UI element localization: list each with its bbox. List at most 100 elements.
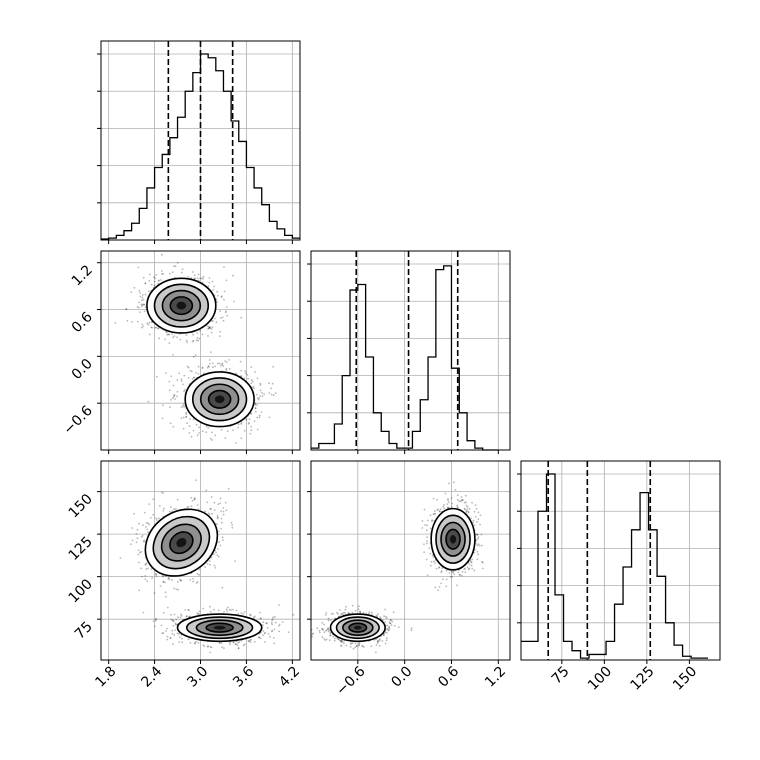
scatter-point (341, 641, 344, 643)
scatter-point (145, 568, 148, 570)
scatter-point (266, 627, 269, 629)
scatter-point (187, 366, 190, 369)
scatter-point (194, 642, 196, 645)
scatter-point (351, 642, 354, 645)
scatter-point (130, 321, 133, 323)
scatter-point (333, 639, 336, 642)
scatter-point (256, 416, 258, 419)
scatter-point (258, 414, 261, 417)
scatter-point (198, 337, 201, 340)
scatter-point (148, 279, 151, 282)
scatter-point (278, 604, 280, 606)
scatter-point (219, 497, 222, 500)
scatter-point (214, 566, 217, 569)
scatter-point (179, 578, 181, 581)
scatter-point (376, 640, 379, 643)
scatter-point (214, 317, 216, 320)
scatter-point (477, 511, 480, 514)
scatter-point (232, 641, 235, 643)
scatter-point (433, 510, 436, 512)
scatter-point (479, 514, 482, 517)
scatter-point (461, 570, 464, 573)
scatter-point (480, 544, 483, 547)
scatter-point (212, 553, 215, 556)
scatter-point (447, 499, 449, 502)
scatter-point (171, 619, 174, 622)
scatter-point (274, 616, 276, 618)
scatter-point (250, 379, 253, 381)
scatter-point (258, 416, 261, 419)
scatter-point (162, 632, 165, 634)
scatter-point (272, 365, 275, 368)
scatter-point (458, 500, 461, 503)
scatter-point (176, 498, 179, 501)
scatter-point (171, 333, 174, 335)
scatter-point (164, 591, 167, 594)
scatter-point (137, 549, 140, 552)
contour-line (169, 296, 194, 316)
scatter-point (155, 326, 158, 329)
scatter-point (155, 575, 158, 577)
scatter-point (206, 563, 209, 565)
scatter-point (204, 510, 207, 513)
scatter-point (165, 595, 167, 598)
scatter-point (357, 608, 360, 611)
scatter-point (170, 618, 173, 621)
scatter-point (211, 431, 213, 434)
scatter-point (242, 613, 244, 615)
scatter-point (244, 370, 247, 373)
scatter-point (451, 576, 453, 578)
scatter-point (141, 305, 143, 308)
scatter-point (215, 551, 218, 554)
scatter-point (262, 634, 264, 637)
scatter-point (475, 539, 478, 541)
scatter-point (180, 614, 183, 617)
scatter-point (131, 539, 134, 542)
scatter-point (268, 416, 271, 419)
scatter-point (358, 643, 360, 646)
scatter-point (171, 397, 174, 400)
scatter-point (143, 539, 146, 542)
scatter-point (148, 321, 151, 324)
scatter-point (216, 362, 219, 365)
scatter-point (219, 544, 222, 547)
scatter-point (180, 579, 182, 582)
scatter-point (249, 614, 252, 617)
scatter-point (261, 395, 264, 398)
density-level (214, 395, 225, 404)
scatter-point (211, 280, 214, 283)
scatter-point (223, 266, 225, 269)
scatter-point (198, 610, 201, 613)
scatter-point (234, 560, 237, 562)
scatter-point (136, 537, 139, 539)
scatter-point (232, 429, 234, 432)
scatter-point (161, 632, 164, 635)
scatter-point (139, 551, 141, 554)
scatter-point (175, 588, 178, 591)
scatter-point (362, 611, 365, 614)
y-tick-label: 100 (66, 576, 96, 606)
scatter-point (145, 562, 148, 564)
scatter-point (187, 377, 190, 379)
scatter-point (259, 617, 262, 620)
scatter-point (429, 514, 432, 517)
scatter-point (219, 310, 222, 313)
scatter-point (191, 340, 194, 343)
scatter-point (254, 410, 257, 413)
scatter-point (478, 544, 481, 547)
scatter-point (463, 501, 466, 504)
scatter-point (178, 641, 181, 643)
contour-line (435, 514, 471, 564)
scatter-point (190, 277, 193, 279)
scatter-point (434, 512, 436, 515)
scatter-point (192, 339, 195, 342)
scatter-point (192, 580, 195, 583)
scatter-point (471, 501, 473, 504)
scatter-point (154, 277, 157, 280)
scatter-point (325, 638, 328, 641)
scatter-point (161, 417, 164, 420)
scatter-point (232, 274, 234, 277)
scatter-point (149, 273, 151, 276)
scatter-point (228, 643, 231, 646)
